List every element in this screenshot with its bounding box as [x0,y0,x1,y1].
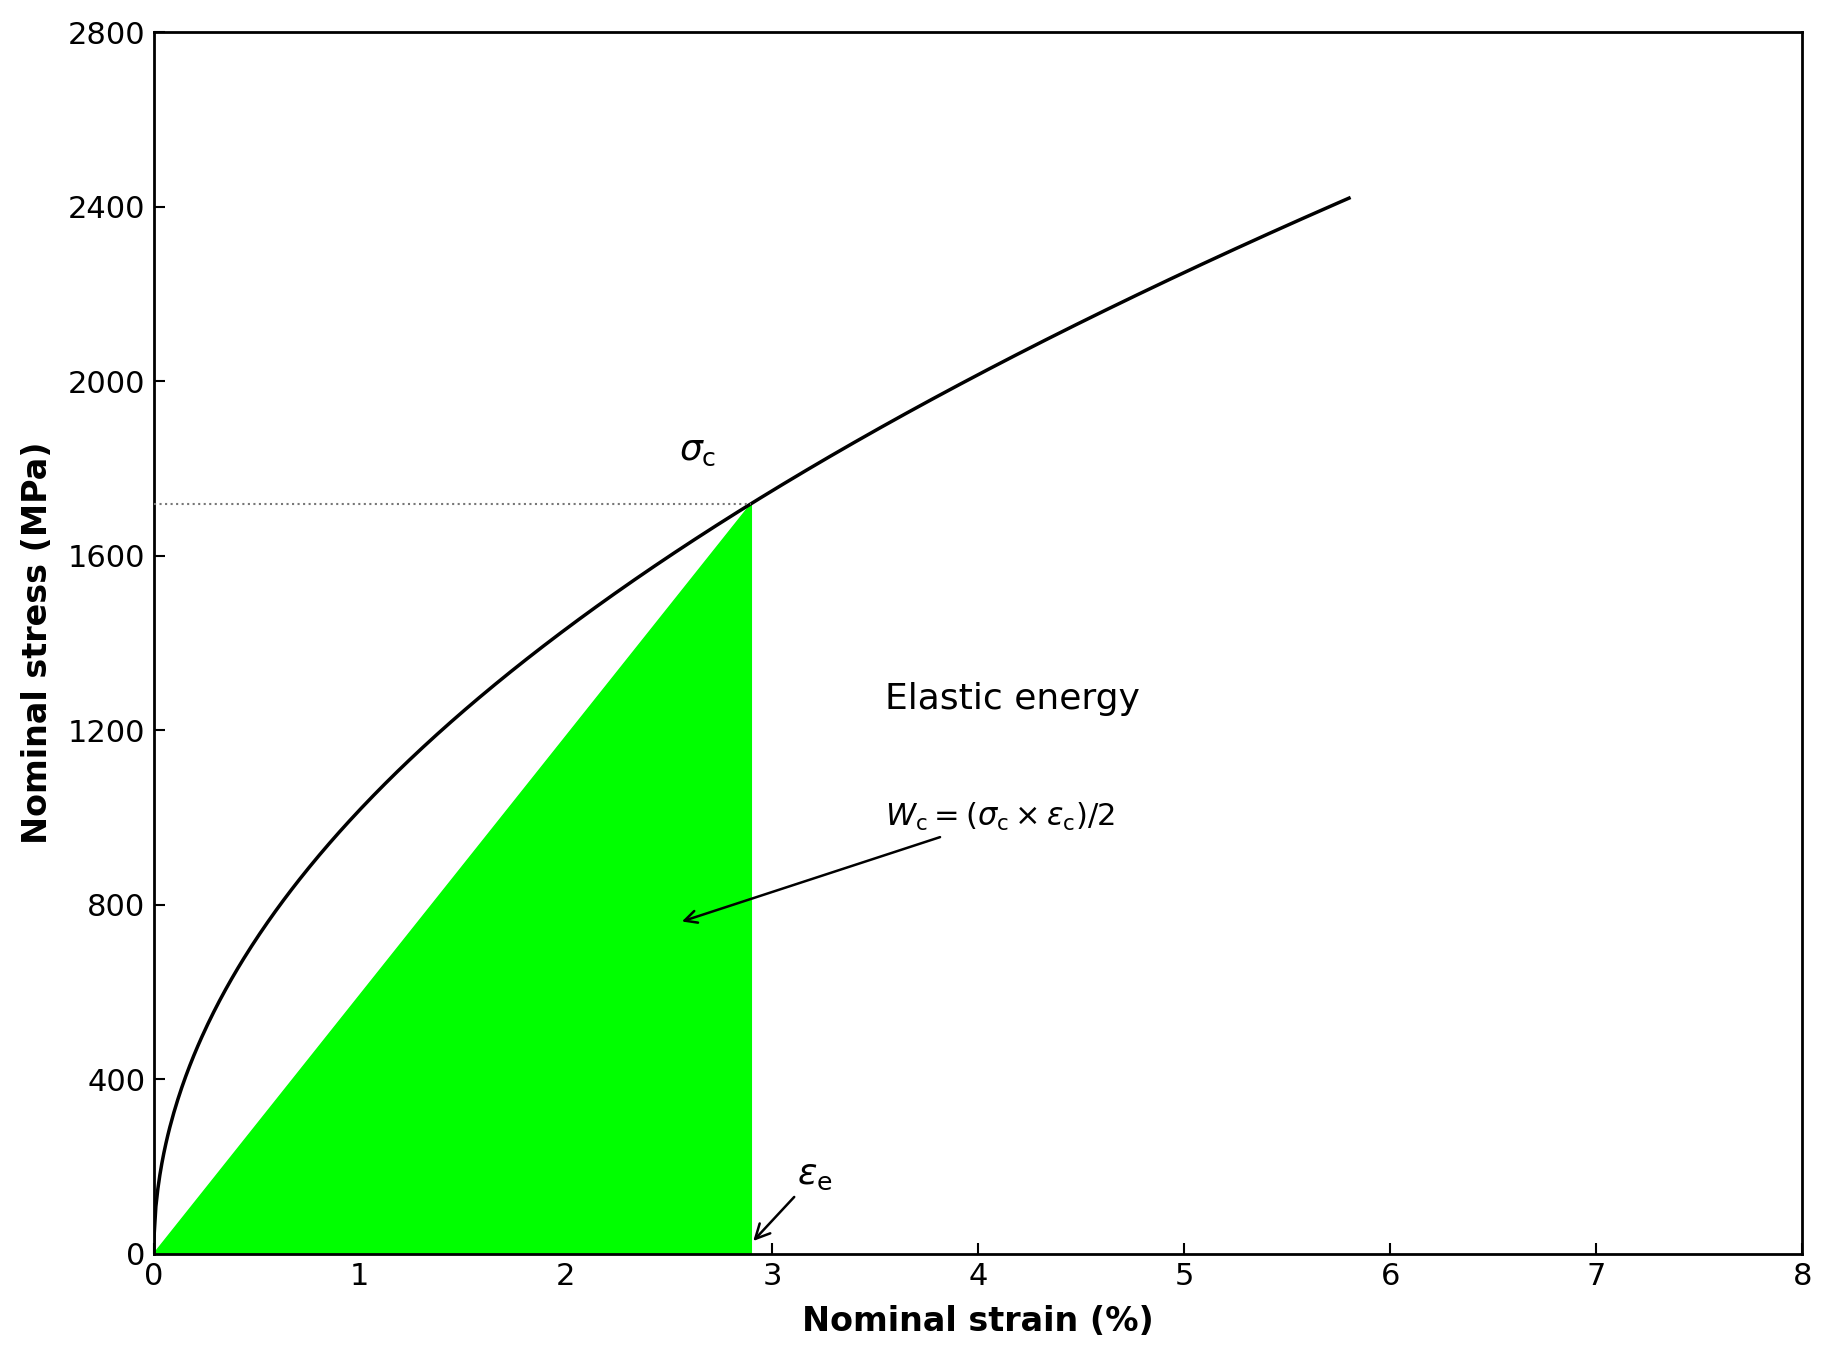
Text: Elastic energy: Elastic energy [885,682,1140,716]
Text: $\varepsilon_{\mathrm{e}}$: $\varepsilon_{\mathrm{e}}$ [755,1158,832,1239]
Text: $W_{\mathrm{c}}=(\sigma_{\mathrm{c}}\times\varepsilon_{\mathrm{c}})/2$: $W_{\mathrm{c}}=(\sigma_{\mathrm{c}}\tim… [683,802,1114,923]
Text: $\sigma_{\mathrm{c}}$: $\sigma_{\mathrm{c}}$ [680,434,716,467]
Y-axis label: Nominal stress (MPa): Nominal stress (MPa) [20,442,53,844]
Polygon shape [154,504,751,1254]
X-axis label: Nominal strain (%): Nominal strain (%) [802,1305,1154,1339]
